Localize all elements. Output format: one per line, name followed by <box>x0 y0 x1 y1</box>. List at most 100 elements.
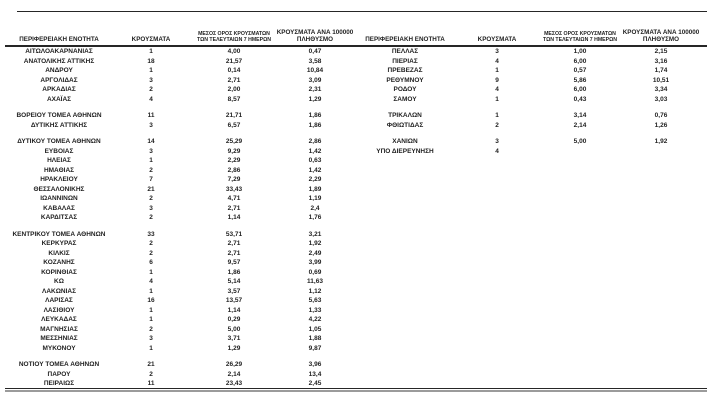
region-column-header: ΠΕΡΙΦΕΡΕΙΑΚΗ ΕΝΟΤΗΤΑ <box>365 36 445 43</box>
avg7-cell: 7,29 <box>227 176 241 183</box>
avg7-cell: 6,00 <box>573 86 587 93</box>
per100k-cell: 3,21 <box>308 230 322 238</box>
region-cell: ΤΡΙΚΑΛΩΝ <box>388 112 422 119</box>
avg7-cell: 2,29 <box>227 157 241 164</box>
cases-cell: 2 <box>495 121 499 129</box>
avg7-cell: 2,14 <box>573 121 587 129</box>
table-body-left: ΑΙΤΩΛΟΑΚΑΡΝΑΝΙΑΣ 1 4,00 0,47 ΑΝΑΤΟΛΙΚΗΣ ΑΤΤΙ… <box>11 47 357 389</box>
per100k-cell: 1,86 <box>308 121 322 129</box>
table-row: ΤΡΙΚΑΛΩΝ 1 3,14 0,76 <box>357 111 703 121</box>
avg7-cell: 5,00 <box>573 138 587 145</box>
region-cell: ΔΥΤΙΚΟΥ ΤΟΜΕΑ ΑΘΗΝΩΝ <box>17 138 101 145</box>
region-cell: ΛΑΣΙΘΙΟΥ <box>43 306 75 314</box>
per100k-cell: 0,47 <box>308 48 322 55</box>
avg7-cell: 1,29 <box>227 344 241 352</box>
cases-cell: 3 <box>149 204 153 212</box>
cases-cell: 21 <box>147 185 155 193</box>
cases-cell: 4 <box>495 147 499 155</box>
avg7-cell: 1,14 <box>227 214 241 221</box>
avg7-cell: 4,00 <box>227 48 241 55</box>
bottom-rule-dark <box>5 388 707 389</box>
region-cell: ΑΝΑΤΟΛΙΚΗΣ ΑΤΤΙΚΗΣ <box>23 57 95 65</box>
region-cell: ΗΡΑΚΛΕΙΟΥ <box>40 176 78 183</box>
group-spacer-row <box>357 130 703 137</box>
per100k-header-line1: ΚΡΟΥΣΜΑΤΑ ΑΝΑ 100000 <box>276 29 354 36</box>
per100k-cell: 2,31 <box>308 86 322 93</box>
table-row: ΙΩΑΝΝΙΝΩΝ 2 4,71 1,19 <box>11 194 357 204</box>
cases-cell: 3 <box>495 48 499 55</box>
avg7-cell: 2,71 <box>227 76 241 84</box>
table-row: ΥΠΟ ΔΙΕΡΕΥΝΗΣΗ 4 <box>357 147 703 157</box>
table-row: ΔΥΤΙΚΟΥ ΤΟΜΕΑ ΑΘΗΝΩΝ 14 25,29 2,86 <box>11 137 357 147</box>
table-row: ΜΥΚΟΝΟΥ 1 1,29 9,87 <box>11 344 357 354</box>
table-row: ΜΑΓΝΗΣΙΑΣ 2 5,00 1,05 <box>11 325 357 335</box>
region-cell: ΣΑΜΟΥ <box>393 95 417 103</box>
table-row: ΠΙΕΡΙΑΣ 4 6,00 3,16 <box>357 57 703 67</box>
per100k-cell: 1,86 <box>308 112 322 119</box>
per100k-cell: 2,49 <box>308 249 322 257</box>
per100k-cell: 10,51 <box>652 76 670 84</box>
table-row: ΔΥΤΙΚΗΣ ΑΤΤΙΚΗΣ 3 6,57 1,86 <box>11 121 357 131</box>
region-cell: ΝΟΤΙΟΥ ΤΟΜΕΑ ΑΘΗΝΩΝ <box>18 361 100 368</box>
top-rule <box>17 11 707 12</box>
cases-cell: 3 <box>149 335 153 342</box>
per100k-cell: 3,09 <box>308 76 322 84</box>
avg7-cell: 2,00 <box>227 86 241 93</box>
avg7-column-header: ΜΕΣΟΣ ΟΡΟΣ ΚΡΟΥΣΜΑΤΩΝ ΤΩΝ ΤΕΛΕΥΤΑΙΩΝ 7 Η… <box>541 31 619 45</box>
region-cell: ΚΑΒΑΛΑΣ <box>43 204 75 212</box>
region-cell: ΙΩΑΝΝΙΝΩΝ <box>40 195 78 202</box>
avg7-cell: 33,43 <box>225 185 243 193</box>
per100k-cell: 1,05 <box>308 325 322 333</box>
cases-cell: 4 <box>149 95 153 103</box>
per100k-cell: 3,99 <box>308 259 322 266</box>
table-header-row: ΠΕΡΙΦΕΡΕΙΑΚΗ ΕΝΟΤΗΤΑ ΚΡΟΥΣΜΑΤΑ ΜΕΣΟΣ ΟΡΟ… <box>357 18 703 45</box>
region-cell: ΔΥΤΙΚΗΣ ΑΤΤΙΚΗΣ <box>30 121 88 129</box>
per100k-cell: 3,03 <box>654 95 668 103</box>
region-cell: ΜΑΓΝΗΣΙΑΣ <box>40 325 78 333</box>
table-row: ΕΥΒΟΙΑΣ 3 9,29 1,42 <box>11 147 357 157</box>
table-row: ΗΜΑΘΙΑΣ 2 2,86 1,42 <box>11 166 357 176</box>
avg7-cell: 0,29 <box>227 316 241 323</box>
cases-cell: 6 <box>149 259 153 266</box>
per100k-cell: 1,33 <box>308 306 322 314</box>
region-cell: ΗΜΑΘΙΑΣ <box>43 166 75 174</box>
cases-cell: 2 <box>149 195 153 202</box>
table-row: ΚΟΖΑΝΗΣ 6 9,57 3,99 <box>11 258 357 268</box>
avg7-cell: 9,57 <box>227 259 241 266</box>
per100k-header-line2: ΠΛΗΘΥΣΜΟ <box>642 36 680 43</box>
region-cell: ΚΩ <box>54 278 64 285</box>
cases-column-header: ΚΡΟΥΣΜΑΤΑ <box>477 36 517 43</box>
group-spacer-row <box>11 104 357 111</box>
cases-cell: 1 <box>149 344 153 352</box>
avg7-cell: 6,57 <box>227 121 241 129</box>
cases-cell: 1 <box>149 306 153 314</box>
avg7-cell: 13,57 <box>225 297 243 304</box>
table-row: ΝΟΤΙΟΥ ΤΟΜΕΑ ΑΘΗΝΩΝ 21 26,29 3,96 <box>11 360 357 370</box>
cases-cell: 2 <box>149 370 153 378</box>
region-cell: ΥΠΟ ΔΙΕΡΕΥΝΗΣΗ <box>376 147 434 155</box>
group-spacer-row <box>357 104 703 111</box>
avg7-cell: 9,29 <box>227 147 241 155</box>
avg7-cell: 3,57 <box>227 287 241 295</box>
table-row: ΚΕΝΤΡΙΚΟΥ ΤΟΜΕΑ ΑΘΗΝΩΝ 33 53,71 3,21 <box>11 230 357 240</box>
avg7-header-line1: ΜΕΣΟΣ ΟΡΟΣ ΚΡΟΥΣΜΑΤΩΝ <box>544 31 616 37</box>
avg7-cell: 26,29 <box>225 361 243 368</box>
per100k-column-header: ΚΡΟΥΣΜΑΤΑ ΑΝΑ 100000 ΠΛΗΘΥΣΜΟ <box>619 29 703 45</box>
per100k-cell: 1,12 <box>308 287 322 295</box>
table-row: ΑΝΔΡΟΥ 1 0,14 10,84 <box>11 66 357 76</box>
region-cell: ΚΟΡΙΝΘΙΑΣ <box>41 268 77 276</box>
region-cell: ΦΘΙΩΤΙΔΑΣ <box>386 121 424 129</box>
avg7-cell: 53,71 <box>225 230 243 238</box>
cases-cell: 2 <box>149 166 153 174</box>
per100k-cell: 2,86 <box>308 138 322 145</box>
cases-cell: 2 <box>149 325 153 333</box>
region-cell: ΘΕΣΣΑΛΟΝΙΚΗΣ <box>33 185 85 193</box>
per100k-cell: 2,4 <box>310 204 320 212</box>
cases-cell: 2 <box>149 249 153 257</box>
avg7-cell: 8,57 <box>227 95 241 103</box>
cases-cell: 11 <box>147 112 155 119</box>
table-row: ΗΛΕΙΑΣ 1 2,29 0,63 <box>11 156 357 166</box>
per100k-cell: 1,89 <box>308 185 322 193</box>
region-cell: ΡΕΘΥΜΝΟΥ <box>386 76 424 84</box>
cases-cell: 3 <box>149 147 153 155</box>
